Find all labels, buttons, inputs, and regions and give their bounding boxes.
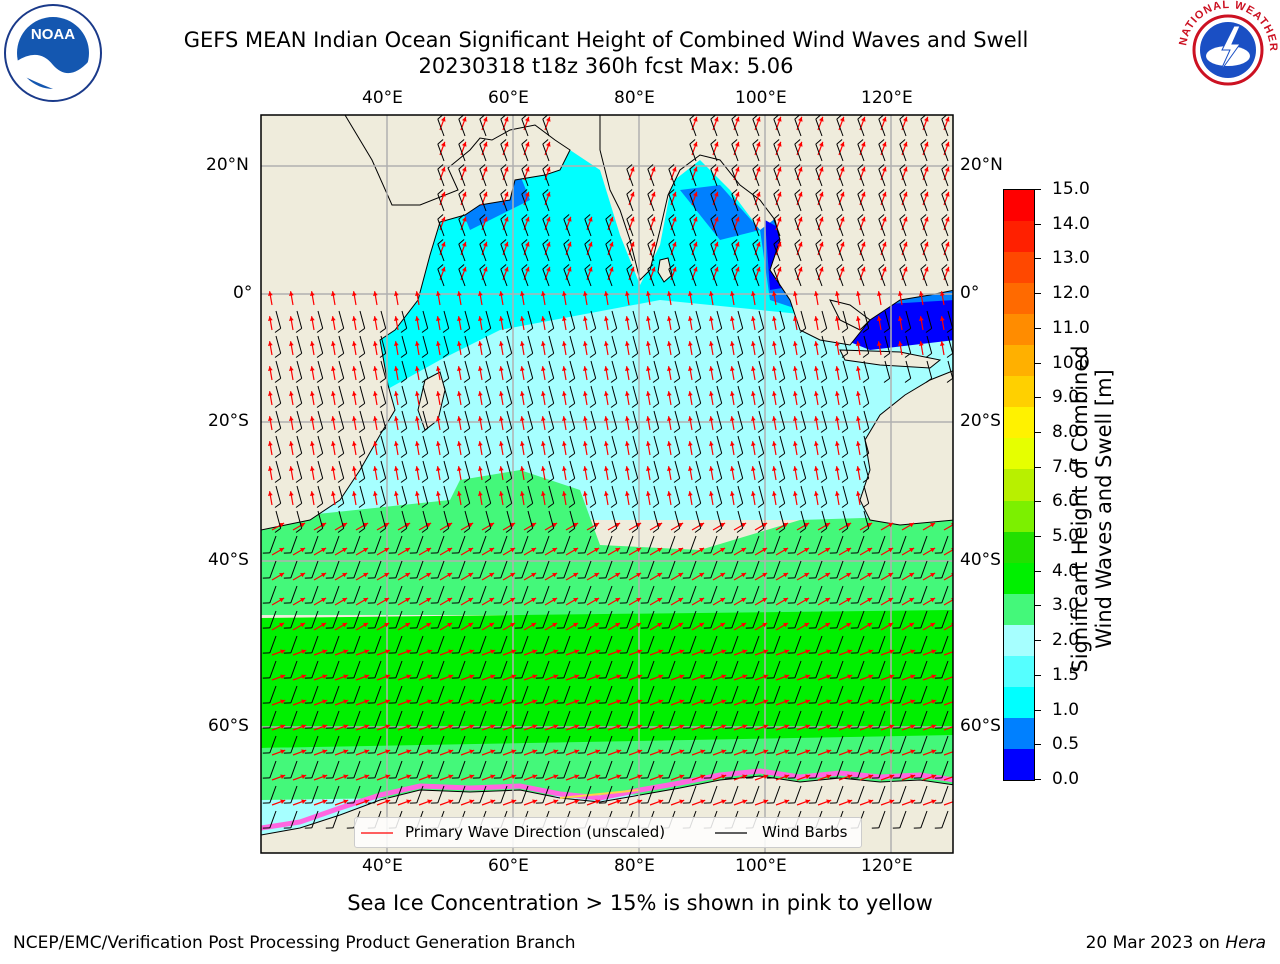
lat-label-left-60s: 60°S — [208, 716, 249, 736]
colorbar-tick-mark — [1035, 571, 1041, 572]
lon-label-bottom-40e: 40°E — [362, 856, 403, 876]
colorbar-segment — [1004, 687, 1034, 719]
colorbar-tick-mark — [1035, 467, 1041, 468]
footer-host: Hera — [1225, 933, 1266, 953]
colorbar-tick-mark — [1035, 710, 1041, 711]
lat-label-left-20n: 20°N — [206, 155, 249, 175]
colorbar-segment — [1004, 501, 1034, 533]
colorbar-segment — [1004, 718, 1034, 750]
colorbar-tick-mark — [1035, 189, 1041, 190]
colorbar-segment — [1004, 438, 1034, 470]
colorbar-tick-mark — [1035, 432, 1041, 433]
colorbar-tick-mark — [1035, 258, 1041, 259]
sea-ice-note: Sea Ice Concentration > 15% is shown in … — [0, 891, 1280, 915]
colorbar-tick-mark — [1035, 744, 1041, 745]
lat-label-left-40s: 40°S — [208, 550, 249, 570]
map-legend: Primary Wave Direction (unscaled) Wind B… — [354, 817, 862, 848]
colorbar-tick-mark — [1035, 363, 1041, 364]
colorbar-segment — [1004, 749, 1034, 781]
lat-label-right-20s: 20°S — [960, 411, 1001, 431]
lat-label-left-0: 0° — [233, 283, 252, 303]
colorbar-segment — [1004, 345, 1034, 377]
colorbar-segment — [1004, 252, 1034, 284]
colorbar-label: Significant Height of Combined Wind Wave… — [1068, 319, 1116, 699]
colorbar-segment — [1004, 563, 1034, 595]
footer-date: 20 Mar 2023 on — [1086, 933, 1226, 953]
colorbar-tick-label: 0.0 — [1052, 769, 1079, 789]
footer-right: 20 Mar 2023 on Hera — [1086, 933, 1266, 953]
colorbar-tick-label: 15.0 — [1052, 179, 1090, 199]
lon-label-top-100e: 100°E — [735, 88, 787, 108]
wind-barbs-legend-line — [715, 831, 747, 835]
colorbar-tick-mark — [1035, 293, 1041, 294]
legend-wind-barbs-label: Wind Barbs — [762, 823, 847, 841]
colorbar-tick-mark — [1035, 501, 1041, 502]
colorbar-tick-label: 12.0 — [1052, 283, 1090, 303]
colorbar-tick-mark — [1035, 779, 1041, 780]
lon-label-bottom-80e: 80°E — [614, 856, 655, 876]
colorbar-tick-label: 0.5 — [1052, 734, 1079, 754]
colorbar-segment — [1004, 314, 1034, 346]
lon-label-top-60e: 60°E — [488, 88, 529, 108]
lat-label-right-40s: 40°S — [960, 550, 1001, 570]
colorbar-segment — [1004, 469, 1034, 501]
lon-label-top-80e: 80°E — [614, 88, 655, 108]
colorbar-segment — [1004, 376, 1034, 408]
legend-wave-direction-label: Primary Wave Direction (unscaled) — [405, 823, 665, 841]
colorbar-tick-mark — [1035, 605, 1041, 606]
colorbar-tick-label: 1.0 — [1052, 700, 1079, 720]
colorbar-tick-mark — [1035, 640, 1041, 641]
colorbar — [1003, 189, 1035, 781]
lon-label-top-120e: 120°E — [861, 88, 913, 108]
lat-label-left-20s: 20°S — [208, 411, 249, 431]
lat-label-right-0: 0° — [960, 283, 979, 303]
colorbar-segment — [1004, 407, 1034, 439]
colorbar-label-line1: Significant Height of Combined — [1068, 319, 1092, 699]
lon-label-bottom-60e: 60°E — [488, 856, 529, 876]
colorbar-segment — [1004, 594, 1034, 626]
lon-label-bottom-100e: 100°E — [735, 856, 787, 876]
colorbar-label-line2: Wind Waves and Swell [m] — [1092, 319, 1116, 699]
colorbar-tick-label: 13.0 — [1052, 248, 1090, 268]
colorbar-tick-mark — [1035, 675, 1041, 676]
colorbar-tick-mark — [1035, 536, 1041, 537]
lat-label-right-60s: 60°S — [960, 716, 1001, 736]
colorbar-segment — [1004, 656, 1034, 688]
colorbar-tick-mark — [1035, 224, 1041, 225]
wave-direction-legend-line — [361, 831, 393, 835]
lon-label-bottom-120e: 120°E — [861, 856, 913, 876]
colorbar-segment — [1004, 190, 1034, 222]
colorbar-tick-label: 14.0 — [1052, 214, 1090, 234]
footer-left: NCEP/EMC/Verification Post Processing Pr… — [13, 933, 576, 953]
colorbar-segment — [1004, 532, 1034, 564]
colorbar-tick-mark — [1035, 397, 1041, 398]
lon-label-top-40e: 40°E — [362, 88, 403, 108]
lat-label-right-20n: 20°N — [960, 155, 1003, 175]
colorbar-segment — [1004, 625, 1034, 657]
colorbar-tick-mark — [1035, 328, 1041, 329]
colorbar-segment — [1004, 283, 1034, 315]
colorbar-segment — [1004, 221, 1034, 253]
